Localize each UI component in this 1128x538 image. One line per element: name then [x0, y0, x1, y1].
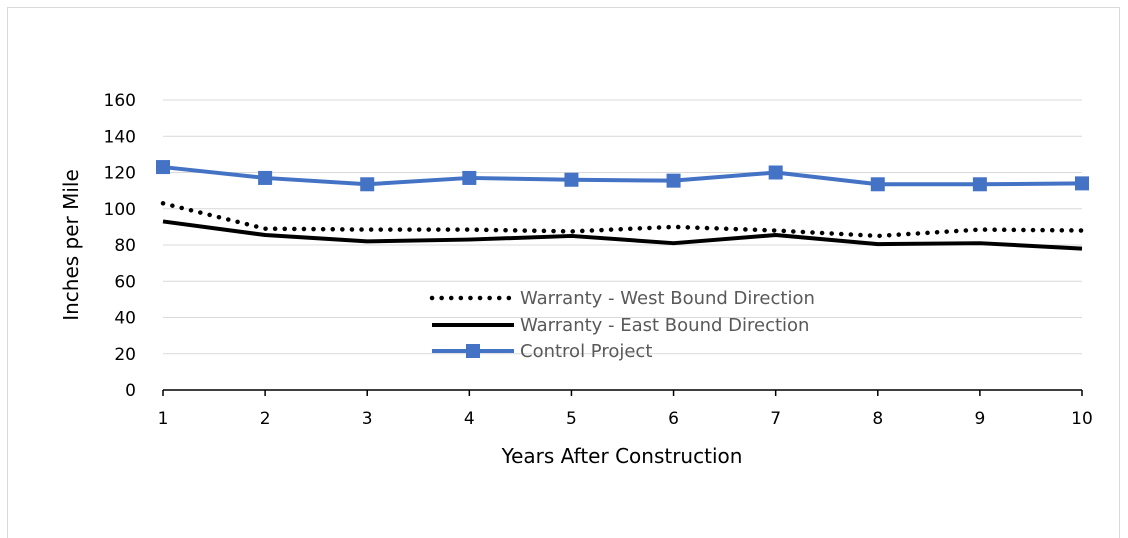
data-point-control-project	[360, 177, 375, 192]
y-tick-label: 160	[104, 91, 136, 111]
legend-label-control-project: Control Project	[520, 341, 652, 362]
data-point-control-project	[258, 170, 273, 185]
y-tick-label: 80	[114, 236, 136, 256]
series-layer	[156, 160, 1089, 251]
x-tick-label: 4	[464, 409, 475, 429]
series-line-west-bound	[160, 201, 1085, 239]
legend: Warranty - West Bound Direction Warranty …	[429, 288, 815, 362]
chart-frame	[7, 7, 1120, 538]
x-tick-label: 9	[974, 409, 985, 429]
y-tick-label: 120	[104, 164, 136, 184]
x-axis-title: Years After Construction	[501, 444, 743, 468]
x-tick-label: 2	[260, 409, 271, 429]
data-point-control-project	[462, 170, 477, 185]
y-axis: 0 20 40 60 80 100 120 140 160	[104, 91, 136, 401]
y-tick-label: 40	[114, 309, 136, 329]
y-tick-label: 60	[114, 272, 136, 292]
legend-label-west-bound: Warranty - West Bound Direction	[520, 288, 815, 309]
x-tick-label: 5	[566, 409, 577, 429]
data-point-control-project	[156, 160, 170, 175]
y-tick-label: 140	[104, 127, 136, 147]
series-line-control-project	[162, 165, 1083, 187]
x-tick-label: 1	[158, 409, 169, 429]
data-point-control-project	[666, 173, 681, 188]
x-tick-label: 6	[668, 409, 679, 429]
data-point-control-project	[564, 172, 579, 187]
x-tick-label: 7	[770, 409, 781, 429]
legend-marker-control-project	[466, 344, 480, 358]
gridlines	[163, 99, 1082, 355]
data-point-control-project	[972, 177, 987, 192]
x-tick-label: 10	[1071, 409, 1093, 429]
y-axis-title: Inches per Mile	[59, 169, 83, 321]
y-tick-label: 100	[104, 200, 136, 220]
data-point-control-project	[1075, 176, 1089, 191]
x-axis: 1 2 3 4 5 6 7 8 9 10	[158, 389, 1093, 429]
series-line-east-bound	[162, 219, 1083, 251]
data-point-control-project	[768, 165, 783, 180]
x-tick-label: 3	[362, 409, 373, 429]
data-point-control-project	[870, 177, 885, 192]
x-tick-label: 8	[872, 409, 883, 429]
y-tick-label: 20	[114, 345, 136, 365]
legend-label-east-bound: Warranty - East Bound Direction	[520, 315, 809, 336]
y-tick-label: 0	[125, 381, 136, 401]
